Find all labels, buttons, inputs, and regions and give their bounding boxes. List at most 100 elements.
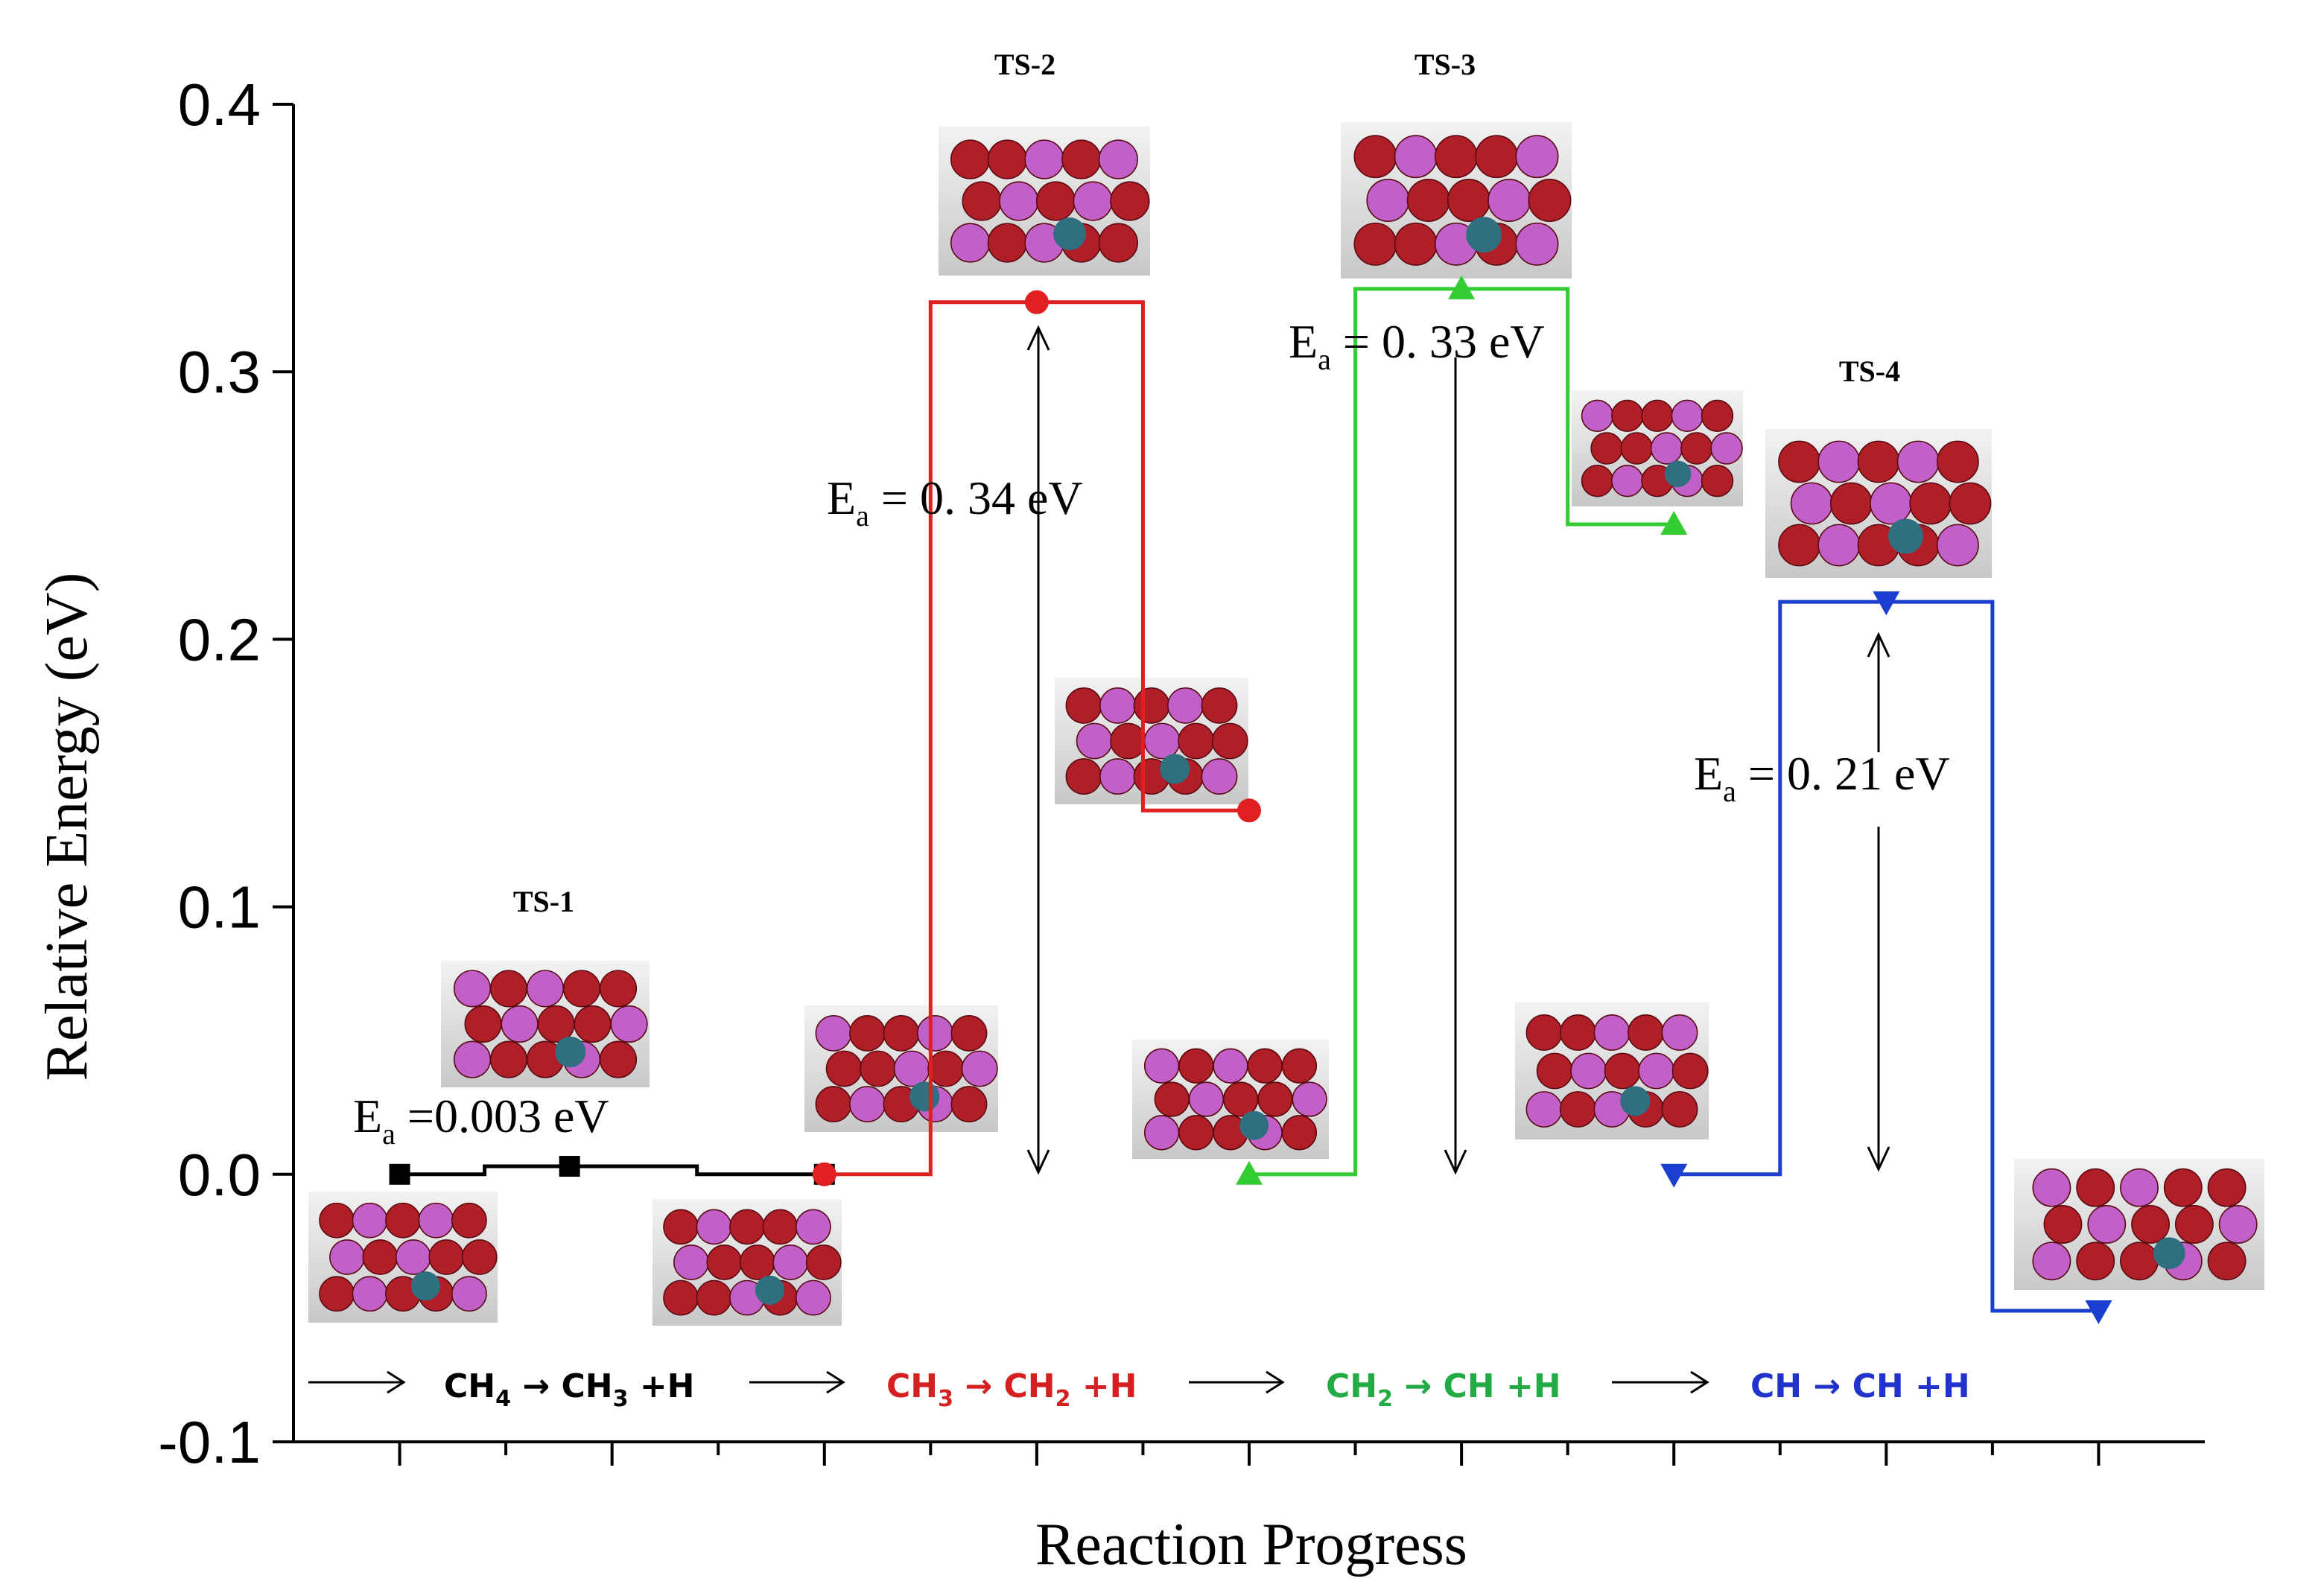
reaction-text: CH → CH +H xyxy=(1750,1367,1970,1405)
atom xyxy=(451,1202,487,1239)
atom xyxy=(1570,1052,1607,1090)
atom xyxy=(1213,1048,1248,1084)
atom xyxy=(1143,1115,1180,1151)
atom xyxy=(796,1279,831,1316)
atom xyxy=(1515,222,1559,266)
atom xyxy=(2207,1241,2247,1281)
atom xyxy=(1936,524,1979,567)
atom xyxy=(1292,1081,1327,1117)
y-tick-label: -0.1 xyxy=(158,1409,261,1475)
ts-label: TS-1 xyxy=(513,885,574,918)
atom xyxy=(1620,1086,1651,1116)
atom xyxy=(461,1239,498,1275)
atom xyxy=(1817,524,1861,567)
barrier-label: Ea =0.003 eV xyxy=(353,1090,609,1151)
atom xyxy=(1817,440,1861,483)
reaction-label: CH4 → CH3 +H xyxy=(444,1367,695,1412)
atom xyxy=(1790,482,1833,525)
marker xyxy=(2085,1300,2112,1324)
atom xyxy=(1406,179,1450,222)
atom xyxy=(352,1202,388,1239)
atom xyxy=(1671,399,1704,433)
reaction-sub: 3 xyxy=(613,1386,629,1412)
reaction-sub: 3 xyxy=(938,1386,953,1412)
y-tick-label: 0.3 xyxy=(178,339,261,405)
atom xyxy=(1435,135,1478,179)
atom xyxy=(909,1081,940,1112)
atom xyxy=(663,1279,699,1316)
atom xyxy=(2120,1241,2159,1281)
reaction-text: → CH +H xyxy=(1393,1367,1561,1405)
atom xyxy=(950,1014,988,1052)
atom xyxy=(610,1005,648,1043)
atom xyxy=(1178,1115,1214,1151)
atom xyxy=(860,1050,897,1087)
atom xyxy=(893,1050,930,1087)
atom xyxy=(385,1202,421,1239)
atom xyxy=(1701,399,1734,433)
atom xyxy=(1664,460,1692,488)
structures xyxy=(308,122,2264,1326)
reaction-label: CH3 → CH2 +H xyxy=(886,1367,1137,1412)
atom xyxy=(1201,687,1238,724)
atom xyxy=(1073,181,1113,221)
barrier-sub: a xyxy=(1723,775,1736,808)
atom xyxy=(418,1202,454,1239)
atom xyxy=(1949,482,1992,525)
atom xyxy=(815,1086,852,1123)
atom xyxy=(999,181,1039,221)
ts-label: TS-4 xyxy=(1839,355,1900,388)
marker xyxy=(1237,798,1261,823)
y-tick-label: 0.2 xyxy=(178,606,261,673)
atom xyxy=(1525,1091,1563,1128)
reaction-sub: 4 xyxy=(495,1386,511,1412)
barrier-symbol: E xyxy=(1289,315,1318,368)
marker xyxy=(559,1156,580,1177)
marker xyxy=(1660,1163,1688,1188)
barrier-symbol: E xyxy=(353,1090,382,1142)
atom xyxy=(1160,754,1190,784)
atom xyxy=(1098,139,1139,179)
reaction-label: CH2 → CH +H xyxy=(1326,1367,1561,1412)
marker xyxy=(1660,510,1688,535)
atom xyxy=(489,1040,528,1078)
atom xyxy=(1590,432,1623,465)
atom xyxy=(987,139,1027,179)
atom xyxy=(1475,135,1519,179)
atom xyxy=(825,1050,863,1087)
atom xyxy=(1076,722,1113,760)
atom xyxy=(2120,1168,2159,1207)
step-line xyxy=(399,1164,825,1177)
atom xyxy=(599,1040,638,1078)
reaction-text: CH xyxy=(444,1367,495,1405)
marker xyxy=(1024,290,1049,314)
atom xyxy=(562,970,601,1008)
atom xyxy=(329,1239,365,1275)
atom xyxy=(451,1276,487,1312)
atom xyxy=(1560,1091,1596,1128)
atom xyxy=(2218,1205,2258,1244)
barrier-sub: a xyxy=(382,1117,396,1151)
atom xyxy=(2174,1205,2214,1244)
barrier-label: Ea = 0. 21 eV xyxy=(1694,747,1950,808)
x-axis-label: Reaction Progress xyxy=(1035,1512,1467,1577)
reaction-text: +H xyxy=(1071,1367,1137,1405)
atom xyxy=(2032,1168,2071,1207)
atom xyxy=(849,1086,886,1123)
atom xyxy=(489,970,528,1008)
atom xyxy=(1098,223,1139,263)
atom xyxy=(1065,758,1102,795)
atom xyxy=(950,139,991,179)
atom xyxy=(352,1276,388,1312)
y-axis-label: Relative Energy (eV) xyxy=(34,573,100,1081)
atom xyxy=(1515,135,1559,179)
atom xyxy=(1110,722,1147,760)
marker xyxy=(389,1163,410,1185)
atom xyxy=(706,1244,743,1280)
atom xyxy=(1394,222,1438,266)
atom xyxy=(1525,1014,1563,1051)
atom xyxy=(1133,687,1170,724)
atom xyxy=(883,1014,920,1052)
atom xyxy=(696,1279,732,1316)
atom xyxy=(987,223,1027,263)
